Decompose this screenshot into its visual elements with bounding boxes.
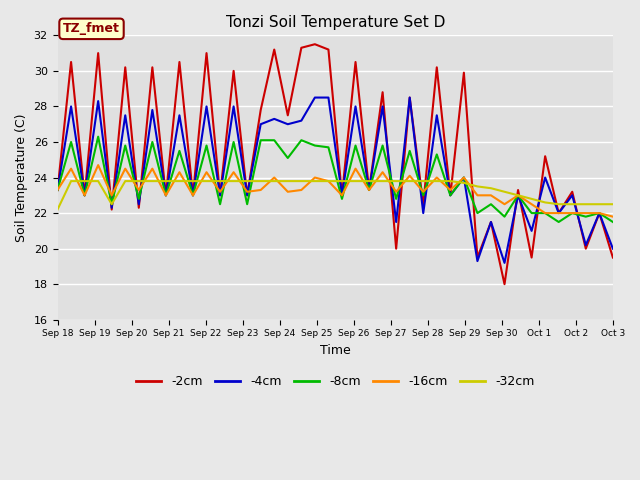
Text: TZ_fmet: TZ_fmet [63, 23, 120, 36]
Legend: -2cm, -4cm, -8cm, -16cm, -32cm: -2cm, -4cm, -8cm, -16cm, -32cm [131, 370, 540, 393]
Y-axis label: Soil Temperature (C): Soil Temperature (C) [15, 113, 28, 242]
Title: Tonzi Soil Temperature Set D: Tonzi Soil Temperature Set D [225, 15, 445, 30]
X-axis label: Time: Time [320, 344, 351, 357]
